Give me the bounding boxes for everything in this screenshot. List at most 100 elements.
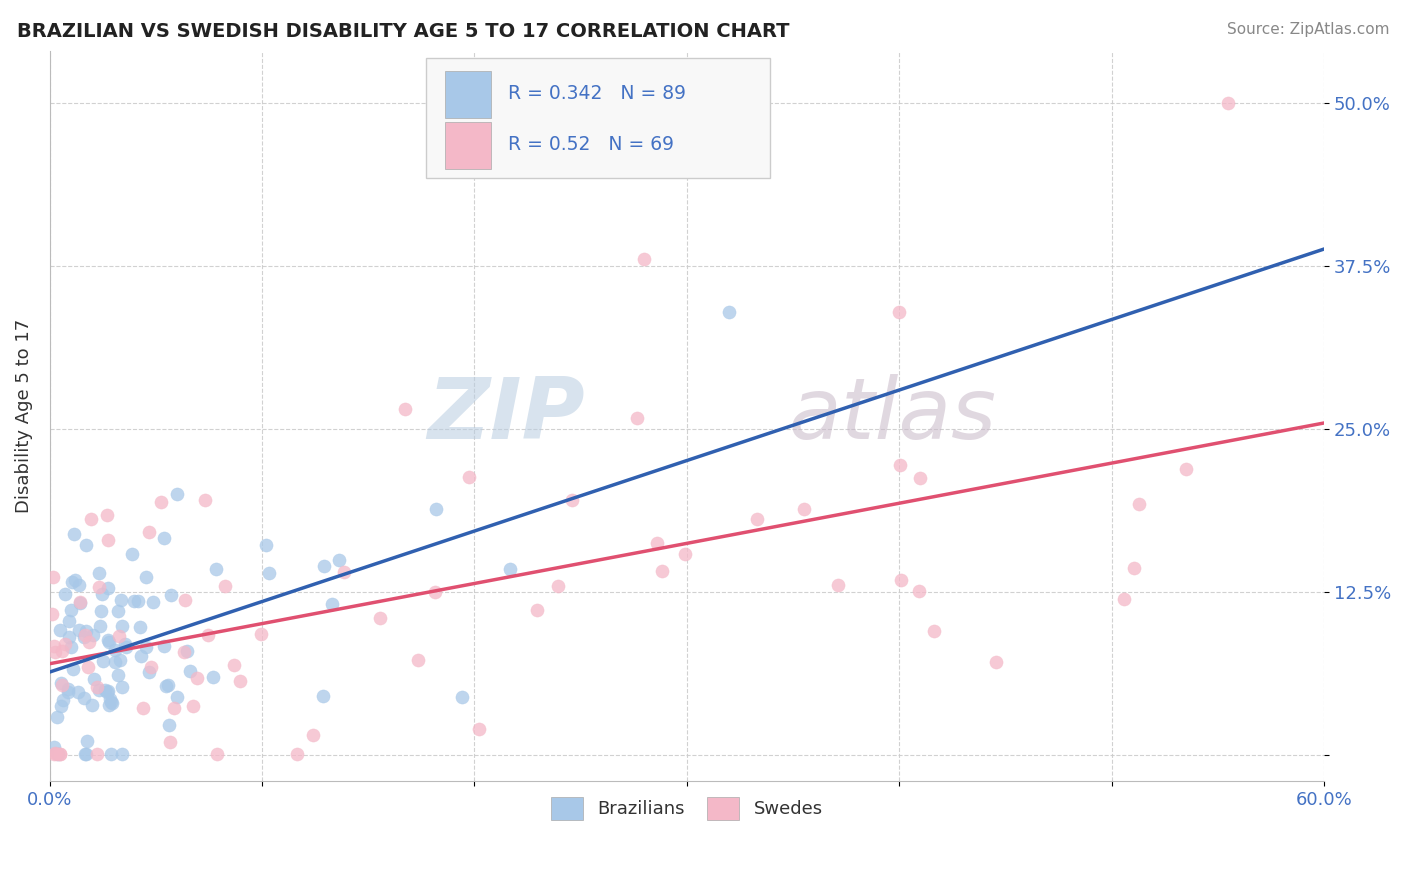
- Point: [202, 670, 225, 684]
- Point: [42, 570, 65, 584]
- Point: [193, 493, 215, 508]
- Point: [49, 675, 72, 690]
- Point: [1175, 461, 1198, 475]
- Point: [96, 685, 118, 699]
- Point: [423, 585, 446, 599]
- Point: [328, 553, 350, 567]
- Point: [889, 304, 911, 318]
- Point: [62, 527, 84, 541]
- Point: [44, 645, 66, 659]
- Point: [214, 579, 236, 593]
- Point: [526, 603, 548, 617]
- Point: [53, 637, 76, 651]
- Text: Source: ZipAtlas.com: Source: ZipAtlas.com: [1226, 22, 1389, 37]
- Point: [425, 502, 447, 516]
- Point: [69, 596, 91, 610]
- Point: [153, 639, 176, 653]
- Point: [150, 495, 173, 509]
- Point: [69, 595, 91, 609]
- Point: [121, 547, 143, 561]
- Point: [166, 690, 188, 704]
- Point: [135, 640, 157, 655]
- Point: [186, 671, 208, 685]
- Point: [633, 252, 655, 267]
- Point: [141, 594, 163, 608]
- Point: [98, 692, 121, 706]
- Point: [111, 680, 134, 694]
- Point: [58, 630, 80, 644]
- Point: [115, 640, 138, 654]
- Point: [908, 583, 931, 598]
- Point: [80, 698, 103, 712]
- Point: [76, 733, 98, 747]
- Point: [458, 470, 481, 484]
- Point: [793, 501, 815, 516]
- Point: [153, 531, 176, 545]
- Point: [179, 665, 201, 679]
- Point: [98, 698, 121, 713]
- Point: [122, 594, 145, 608]
- Point: [77, 660, 100, 674]
- Point: [181, 699, 204, 714]
- FancyBboxPatch shape: [444, 71, 491, 118]
- Point: [651, 565, 673, 579]
- Point: [129, 620, 152, 634]
- Point: [468, 722, 491, 736]
- Text: ZIP: ZIP: [427, 375, 585, 458]
- Point: [59, 603, 82, 617]
- Point: [451, 690, 474, 705]
- Point: [59, 640, 82, 654]
- Point: [67, 685, 90, 699]
- Point: [44, 747, 66, 761]
- Point: [44, 747, 66, 761]
- Point: [107, 668, 129, 682]
- Point: [51, 677, 73, 691]
- Point: [127, 593, 149, 607]
- Point: [257, 566, 280, 580]
- Point: [75, 747, 97, 761]
- Point: [91, 654, 114, 668]
- Point: [312, 690, 335, 704]
- Point: [67, 624, 90, 638]
- Point: [205, 562, 228, 576]
- FancyBboxPatch shape: [426, 58, 769, 178]
- Point: [394, 402, 416, 417]
- Point: [58, 614, 80, 628]
- Point: [176, 644, 198, 658]
- Point: [129, 649, 152, 664]
- Point: [163, 700, 186, 714]
- Point: [51, 698, 73, 713]
- Point: [827, 578, 849, 592]
- Point: [82, 628, 104, 642]
- Point: [108, 653, 131, 667]
- Point: [100, 695, 122, 709]
- Point: [114, 637, 136, 651]
- Point: [75, 624, 97, 638]
- Point: [626, 410, 648, 425]
- Point: [1218, 95, 1240, 110]
- Point: [138, 524, 160, 539]
- Point: [138, 665, 160, 679]
- Point: [139, 660, 162, 674]
- Point: [73, 630, 96, 644]
- Point: [63, 574, 86, 588]
- Point: [408, 653, 430, 667]
- Point: [645, 535, 668, 549]
- Point: [156, 678, 179, 692]
- Text: BRAZILIAN VS SWEDISH DISABILITY AGE 5 TO 17 CORRELATION CHART: BRAZILIAN VS SWEDISH DISABILITY AGE 5 TO…: [17, 22, 789, 41]
- Point: [205, 747, 228, 761]
- Point: [111, 747, 134, 761]
- Point: [104, 643, 127, 657]
- Point: [174, 593, 197, 607]
- Point: [312, 558, 335, 573]
- Point: [155, 679, 177, 693]
- Point: [42, 639, 65, 653]
- Point: [58, 684, 80, 698]
- Point: [132, 701, 155, 715]
- Point: [908, 471, 931, 485]
- Point: [89, 619, 111, 633]
- Point: [97, 582, 120, 596]
- Point: [104, 656, 127, 670]
- Point: [100, 747, 122, 761]
- Point: [56, 682, 79, 697]
